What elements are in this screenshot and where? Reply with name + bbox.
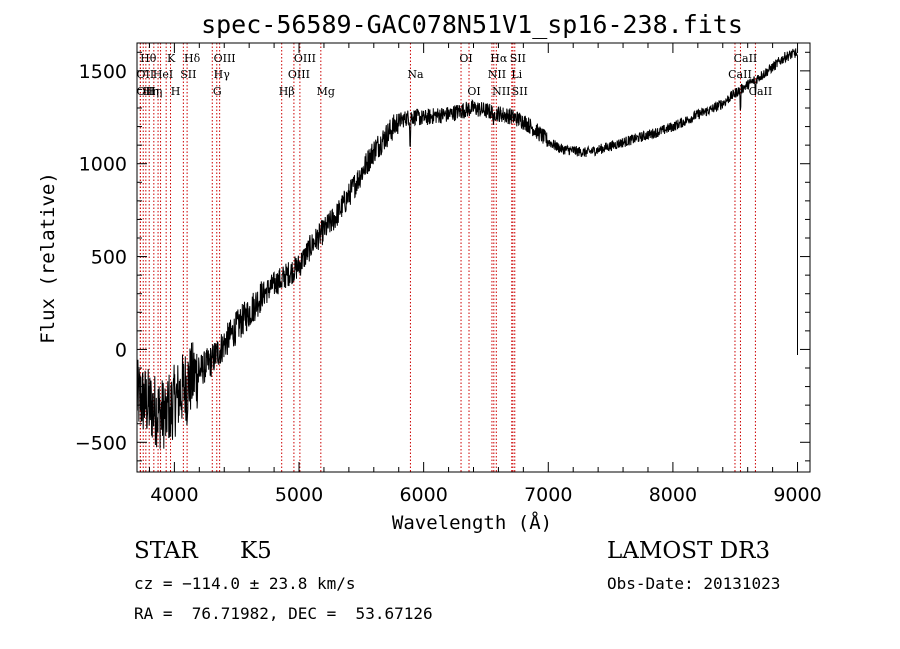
y-tick-label: 0 [115, 339, 127, 361]
spectral-line-label: Hα [490, 52, 508, 65]
y-axis-label: Flux (relative) [37, 172, 59, 344]
spectral-line-label: Hβ [279, 85, 295, 98]
survey-label: LAMOST DR3 [607, 538, 771, 564]
spectral-line-label: SII [510, 52, 526, 65]
spectral-line-label: OI [467, 85, 480, 98]
spectral-line-label: NII [492, 85, 510, 98]
spectral-line-labels: OIIOIIHθHηHηHeIKHSIIHδGHγOIIIHβOIIIOIIIM… [137, 52, 773, 98]
spectral-line-label: SII [180, 68, 196, 81]
y-tick-label: 1500 [79, 61, 127, 83]
spectral-line-label: Hγ [214, 68, 231, 81]
spectral-line-label: Hη [146, 85, 162, 98]
x-tick-label: 9000 [773, 484, 821, 506]
spectral-line-label: OIII [214, 52, 236, 65]
spectral-line-markers [139, 43, 756, 472]
spectral-line-label: NII [488, 68, 506, 81]
x-tick-label: 7000 [524, 484, 572, 506]
y-tick-label: 500 [91, 247, 127, 269]
spectral-line-label: OIII [288, 68, 310, 81]
x-tick-label: 5000 [275, 484, 323, 506]
spectral-line-label: OII [137, 85, 155, 98]
spectral-line-label: H [171, 85, 181, 98]
spectral-line-label: OI [459, 52, 472, 65]
class-label: STAR [134, 538, 198, 564]
coordinates: RA = 76.71982, DEC = 53.67126 [134, 604, 433, 623]
spectral-line-label: Hδ [184, 52, 201, 65]
spectral-line-label: HeI [153, 68, 173, 81]
y-tick-label: −500 [75, 432, 127, 454]
chart-title: spec-56589-GAC078N51V1_sp16-238.fits [201, 10, 743, 39]
x-axis-ticks: 4000 5000 6000 7000 8000 9000 [148, 43, 822, 506]
y-axis-ticks: −500 0 500 1000 1500 [75, 51, 810, 462]
x-axis-label: Wavelength (Å) [392, 511, 552, 534]
x-tick-label: 8000 [649, 484, 697, 506]
spectral-line-label: OII [137, 68, 155, 81]
x-tick-label: 6000 [399, 484, 447, 506]
spectral-line-label: Hη [143, 85, 159, 98]
flux-line [136, 48, 798, 449]
spectral-line-label: Mg [317, 85, 335, 98]
spectral-line-label: G [213, 85, 222, 98]
obs-date: Obs-Date: 20131023 [607, 574, 781, 593]
spectral-line-label: CaII [749, 85, 773, 98]
y-tick-label: 1000 [79, 154, 127, 176]
spectral-line-label: CaII [734, 52, 758, 65]
spectral-line-label: Li [511, 68, 522, 81]
subclass-label: K5 [240, 538, 272, 564]
x-tick-label: 4000 [150, 484, 198, 506]
spectral-line-label: Na [407, 68, 424, 81]
spectral-line-label: SII [512, 85, 528, 98]
spectral-line-label: Hθ [140, 52, 157, 65]
spectral-line-label: K [167, 52, 176, 65]
spectral-line-label: CaII [728, 68, 752, 81]
redshift-readout: cz = −114.0 ± 23.8 km/s [134, 574, 356, 593]
spectral-line-label: OIII [294, 52, 316, 65]
